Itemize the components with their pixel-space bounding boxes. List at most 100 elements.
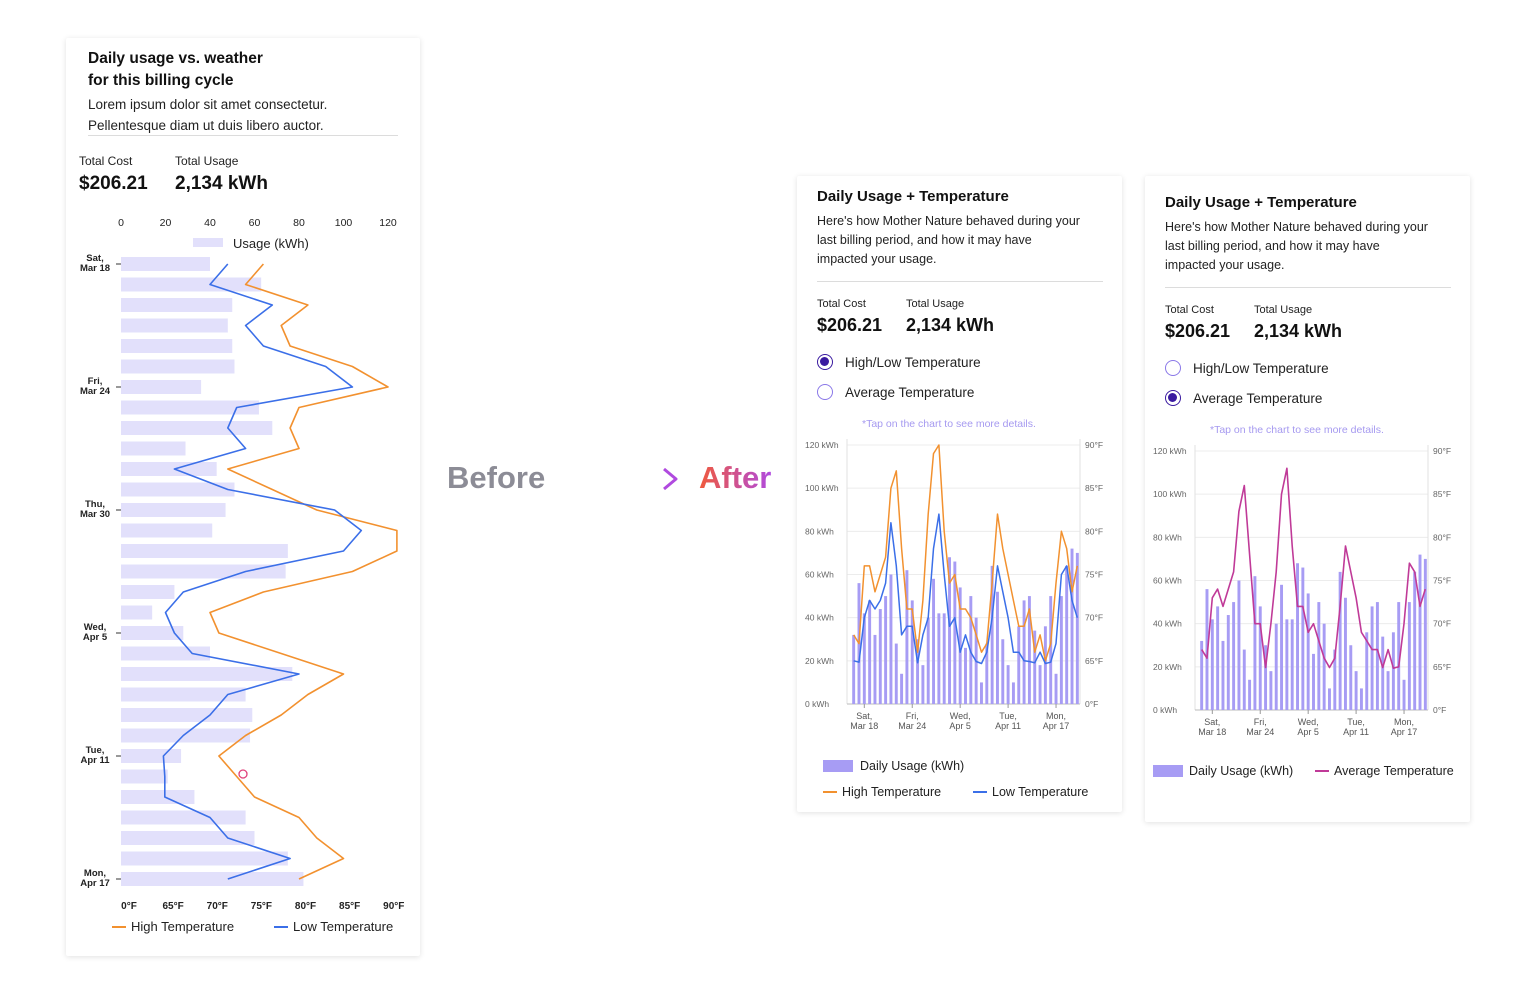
usage-bar [1054, 673, 1058, 704]
usage-bar [900, 673, 904, 704]
usage-bar [121, 462, 217, 476]
usage-tick-label: 20 [160, 217, 172, 229]
high-temperature-line [209, 263, 398, 880]
usage-bar [121, 277, 262, 292]
x-tick-label: Mon, [1046, 711, 1066, 721]
usage-legend-label: Daily Usage (kWh) [1189, 764, 1293, 778]
y-tick-label: 40 kWh [1153, 619, 1182, 629]
date-tick-label: Apr 11 [80, 755, 110, 766]
date-tick-label: Mon, [84, 868, 106, 879]
divider [88, 135, 398, 136]
usage-bar [1022, 600, 1026, 704]
x-tick-label: Wed, [950, 711, 971, 721]
after-chart-high-low[interactable]: 0 kWh 20 kWh 40 kWh 60 kWh 80 kWh 100 kWh 120 … [797, 176, 1122, 812]
x-tick-label: Mar 18 [1198, 727, 1226, 737]
x-tick-label: Tue, [999, 711, 1017, 721]
usage-bar [1001, 639, 1005, 704]
usage-bar [1274, 623, 1278, 710]
usage-legend-swatch [1153, 765, 1183, 777]
usage-bar [1301, 567, 1305, 710]
x-tick-label: Tue, [1347, 717, 1365, 727]
usage-bar [1381, 636, 1385, 710]
usage-bar [1027, 596, 1031, 704]
before-chart[interactable]: 0 20 40 60 80 100 120 Usage (kWh) Sat,Mar 18 Fri,… [66, 38, 420, 956]
temp-tick-label: 80°F [295, 901, 316, 912]
after-desc-line2: last billing period, and how it may have [817, 233, 1032, 247]
usage-bar [1370, 606, 1374, 710]
usage-bar [958, 587, 962, 704]
usage-bar [1413, 571, 1417, 710]
date-tick-label: Sat, [86, 253, 103, 264]
usage-bar [878, 609, 882, 704]
usage-bar [121, 851, 288, 866]
before-card: Daily usage vs. weather for this billing… [66, 38, 420, 956]
usage-bar [1226, 615, 1230, 710]
usage-bar [953, 561, 957, 704]
usage-bar [1349, 645, 1353, 710]
usage-bar [942, 613, 946, 704]
usage-bar [121, 769, 168, 784]
y2-tick-label: 0°F [1085, 699, 1098, 709]
usage-bar [1269, 671, 1273, 710]
usage-bar [121, 564, 286, 579]
usage-bar [121, 298, 233, 312]
usage-bar [1075, 552, 1079, 704]
radio-unselected-icon[interactable] [817, 384, 833, 400]
y2-tick-label: 65°F [1433, 662, 1451, 672]
after-title: Daily Usage + Temperature [1165, 194, 1357, 211]
radio-average-temperature[interactable]: Average Temperature [817, 384, 974, 400]
date-tick-label: Thu, [85, 499, 105, 510]
usage-legend-swatch [193, 238, 223, 247]
temp-tick-label: 90°F [383, 901, 404, 912]
total-usage-label: Total Usage [1254, 304, 1313, 316]
usage-bar [121, 503, 226, 517]
after-title: Daily Usage + Temperature [817, 188, 1009, 205]
radio-unselected-icon[interactable] [1165, 360, 1181, 376]
radio-high-low-temperature[interactable]: High/Low Temperature [817, 354, 981, 370]
x-tick-label: Apr 11 [995, 721, 1021, 731]
usage-bar [121, 605, 153, 620]
usage-bar [121, 544, 288, 558]
date-tick-label: Mar 24 [80, 386, 111, 397]
before-description: Lorem ipsum dolor sit amet consectetur. … [88, 94, 327, 136]
usage-bar [995, 591, 999, 704]
usage-tick-label: 40 [204, 217, 216, 229]
usage-bar [121, 421, 273, 435]
x-tick-label: Apr 5 [1297, 727, 1319, 737]
usage-bar [121, 626, 184, 640]
usage-bar [894, 643, 898, 704]
y-tick-label: 60 kWh [805, 570, 834, 580]
usage-bar [1242, 649, 1246, 710]
temp-tick-label: 0°F [121, 901, 137, 912]
usage-tick-label: 120 [379, 217, 397, 229]
x-tick-label: Fri, [906, 711, 919, 721]
y2-tick-label: 85°F [1433, 489, 1451, 499]
y-tick-label: 40 kWh [805, 613, 834, 623]
low-temperature-legend-label: Low Temperature [293, 919, 393, 934]
usage-bar [1248, 679, 1252, 710]
usage-bar [905, 570, 909, 704]
radio-high-low-temperature[interactable]: High/Low Temperature [1165, 360, 1329, 376]
usage-bar [1317, 602, 1321, 710]
radio-selected-icon[interactable] [817, 354, 833, 370]
x-tick-label: Mar 24 [898, 721, 926, 731]
usage-bar [121, 482, 235, 497]
average-temperature-line [1201, 467, 1427, 670]
usage-bar [1359, 688, 1363, 710]
total-cost-value: $206.21 [817, 315, 883, 335]
usage-bar [980, 682, 983, 704]
usage-bar [1264, 645, 1268, 710]
usage-bar [1038, 665, 1042, 704]
usage-bar [1033, 630, 1037, 704]
before-desc-line1: Lorem ipsum dolor sit amet consectetur. [88, 97, 328, 112]
y2-tick-label: 0°F [1433, 705, 1446, 715]
after-label: After [699, 460, 772, 495]
radio-average-temperature[interactable]: Average Temperature [1165, 390, 1322, 406]
usage-bar [121, 318, 228, 333]
usage-bar [1253, 576, 1257, 710]
before-desc-line2: Pellentesque diam ut duis libero auctor. [88, 118, 324, 133]
after-chart-average[interactable]: 0 kWh 20 kWh 40 kWh 60 kWh 80 kWh 100 kWh 120 … [1145, 176, 1470, 822]
usage-bar [121, 523, 213, 538]
chart-hint: *Tap on the chart to see more details. [1210, 424, 1384, 436]
radio-selected-icon[interactable] [1165, 390, 1181, 406]
